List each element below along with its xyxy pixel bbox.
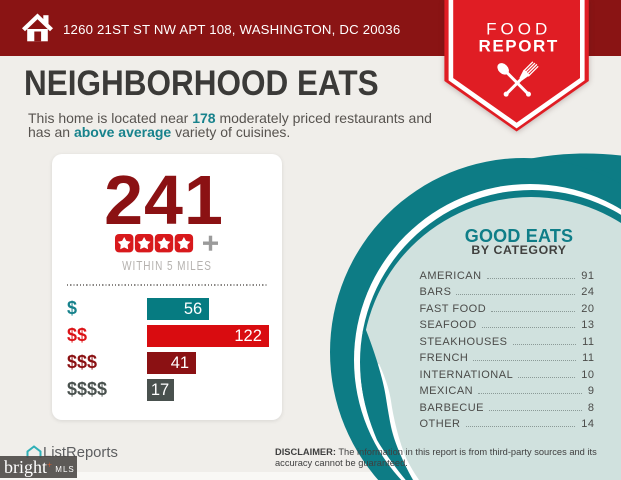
- svg-text:REPORT: REPORT: [478, 37, 558, 56]
- svg-text:FOOD: FOOD: [486, 20, 551, 39]
